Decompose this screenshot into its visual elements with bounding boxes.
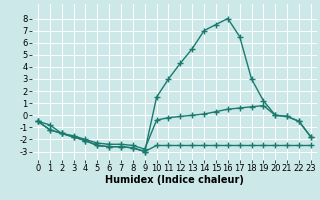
X-axis label: Humidex (Indice chaleur): Humidex (Indice chaleur) [105,175,244,185]
